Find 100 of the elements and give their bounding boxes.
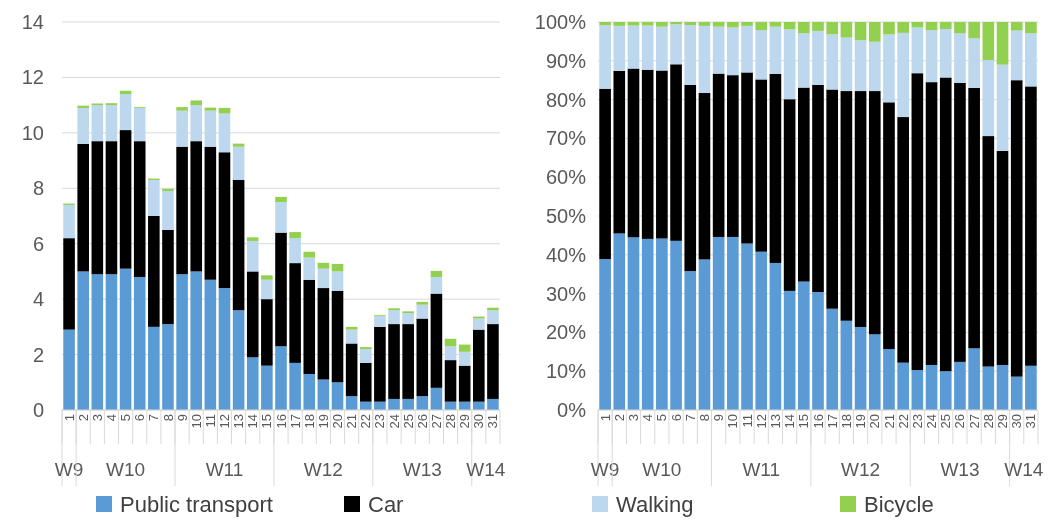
bar — [487, 324, 499, 399]
bar — [317, 379, 330, 410]
bar — [954, 33, 966, 83]
x-tick-label: 24 — [386, 414, 402, 429]
bar — [939, 77, 952, 372]
x-tick-label: 9 — [174, 414, 190, 422]
x-tick-label: 13 — [231, 414, 247, 429]
bar — [430, 293, 443, 388]
bar — [232, 310, 245, 410]
bar — [840, 22, 853, 38]
bar — [897, 22, 909, 33]
bar — [727, 22, 739, 28]
bar — [63, 238, 75, 330]
x-tick-label: 21 — [881, 414, 897, 429]
bar — [797, 33, 810, 88]
x-tick-label: 21 — [344, 414, 360, 429]
bar — [317, 268, 330, 289]
bar — [911, 27, 924, 74]
x-tick-label: 6 — [132, 414, 148, 422]
bar — [416, 318, 429, 397]
bar — [148, 326, 160, 410]
bar — [741, 25, 753, 73]
bar — [599, 25, 611, 89]
bar — [599, 259, 611, 410]
bar — [925, 22, 938, 31]
bar — [303, 279, 316, 374]
bar — [119, 130, 132, 269]
x-tick-label: 5 — [654, 414, 670, 422]
x-tick-label: 14 — [245, 414, 261, 429]
y-tick-label: 90% — [545, 49, 587, 72]
y-tick-label: 10 — [21, 121, 44, 144]
bar — [656, 238, 668, 410]
y-tick-label: 80% — [545, 88, 587, 111]
bar — [755, 251, 768, 410]
x-tick-label: 4 — [640, 414, 656, 422]
bar — [826, 89, 839, 309]
bar — [246, 357, 259, 410]
bar — [698, 22, 711, 26]
bar — [331, 382, 344, 410]
bar — [388, 324, 400, 399]
bar — [854, 22, 867, 41]
bar — [982, 136, 995, 367]
bar — [218, 152, 231, 289]
bar — [627, 25, 640, 69]
bar — [656, 70, 668, 239]
x-tick-label: 20 — [867, 414, 883, 429]
bar — [91, 141, 104, 275]
bar — [204, 279, 217, 410]
bar — [613, 25, 626, 71]
bar — [402, 313, 414, 325]
x-tick-label: 17 — [824, 414, 840, 429]
x-tick-label: 25 — [938, 414, 954, 429]
bar — [769, 73, 782, 263]
bar — [897, 362, 909, 410]
bar — [388, 398, 400, 410]
bar — [684, 84, 697, 272]
bar — [91, 274, 104, 410]
bar — [727, 236, 739, 410]
bar — [684, 25, 697, 85]
bar — [317, 288, 330, 380]
bar — [712, 73, 725, 237]
x-tick-label: 2 — [611, 414, 627, 422]
bar — [303, 257, 316, 280]
bar — [783, 29, 796, 100]
legend-label: Public transport — [120, 492, 273, 517]
bar — [1010, 376, 1023, 410]
x-tick-label: 16 — [273, 414, 289, 429]
bar — [261, 365, 273, 410]
x-tick-label: 23 — [372, 414, 388, 429]
bar — [982, 366, 995, 410]
x-tick-label: 10 — [188, 414, 204, 429]
bar — [939, 371, 952, 410]
bar — [204, 107, 217, 111]
bar — [712, 236, 725, 410]
text: W11 — [205, 459, 244, 480]
bar — [345, 326, 358, 330]
y-tick-label: 10% — [545, 360, 587, 383]
x-tick-label: 8 — [160, 414, 176, 422]
x-tick-label: 20 — [330, 414, 346, 429]
bar — [698, 259, 711, 410]
bar — [812, 22, 824, 31]
bar — [939, 28, 952, 78]
bar — [77, 107, 89, 144]
x-tick-label: 22 — [895, 414, 911, 429]
bar — [854, 40, 867, 92]
bar — [854, 91, 867, 327]
bar — [670, 240, 682, 410]
bar — [63, 204, 75, 239]
bar — [430, 270, 443, 277]
x-tick-label: 18 — [301, 414, 317, 429]
bar — [755, 79, 768, 252]
bar — [416, 301, 429, 305]
bar — [458, 351, 471, 366]
bar — [246, 237, 259, 241]
bar — [162, 229, 174, 325]
bar — [868, 334, 881, 410]
y-tick-label: 6 — [32, 232, 44, 255]
x-tick-label: 17 — [287, 414, 303, 429]
bar — [388, 310, 400, 325]
x-tick-label: 15 — [259, 414, 275, 429]
